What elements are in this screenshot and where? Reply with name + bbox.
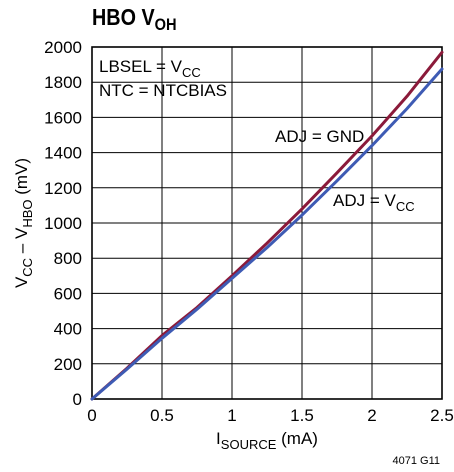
x-tick-labels: 0 0.5 1 1.5 2 2.5 — [87, 406, 454, 425]
y-tick-label: 2000 — [44, 38, 82, 57]
y-tick-label: 1800 — [44, 73, 82, 92]
y-tick-label: 1600 — [44, 108, 82, 127]
y-tick-labels: 0 200 400 600 800 1000 1200 1400 1600 1800 2000 — [44, 38, 82, 409]
y-tick-label: 1400 — [44, 144, 82, 163]
y-tick-label: 0 — [73, 390, 82, 409]
condition-ntc-label: NTC = NTCBIAS — [99, 81, 227, 100]
x-tick-label: 0 — [87, 406, 96, 425]
y-tick-label: 1200 — [44, 179, 82, 198]
y-tick-label: 1000 — [44, 214, 82, 233]
grid — [92, 47, 442, 399]
y-axis-label: VCC – VHBO (mV) — [12, 158, 35, 288]
plot-frame — [91, 46, 443, 400]
x-tick-label: 1.5 — [290, 406, 314, 425]
figure-code: 4071 G11 — [392, 455, 440, 467]
series-label-adj-vcc: ADJ = VCC — [333, 191, 415, 214]
series-label-adj-gnd: ADJ = GND — [275, 127, 364, 146]
y-tick-label: 200 — [54, 355, 82, 374]
x-axis-label: ISOURCE (mA) — [216, 429, 318, 452]
series-line-adj-gnd — [90, 50, 444, 401]
y-tick-label: 600 — [54, 284, 82, 303]
condition-lbsel-label: LBSEL = VCC — [99, 57, 201, 80]
series-layer — [90, 50, 444, 401]
chart-title: HBO VOH — [92, 4, 177, 34]
x-tick-label: 1 — [227, 406, 236, 425]
series-line-adj-vcc — [90, 67, 444, 401]
y-tick-label: 400 — [54, 320, 82, 339]
y-tick-label: 800 — [54, 249, 82, 268]
x-tick-label: 2.5 — [430, 406, 454, 425]
x-tick-label: 2 — [367, 406, 376, 425]
x-tick-label: 0.5 — [150, 406, 174, 425]
